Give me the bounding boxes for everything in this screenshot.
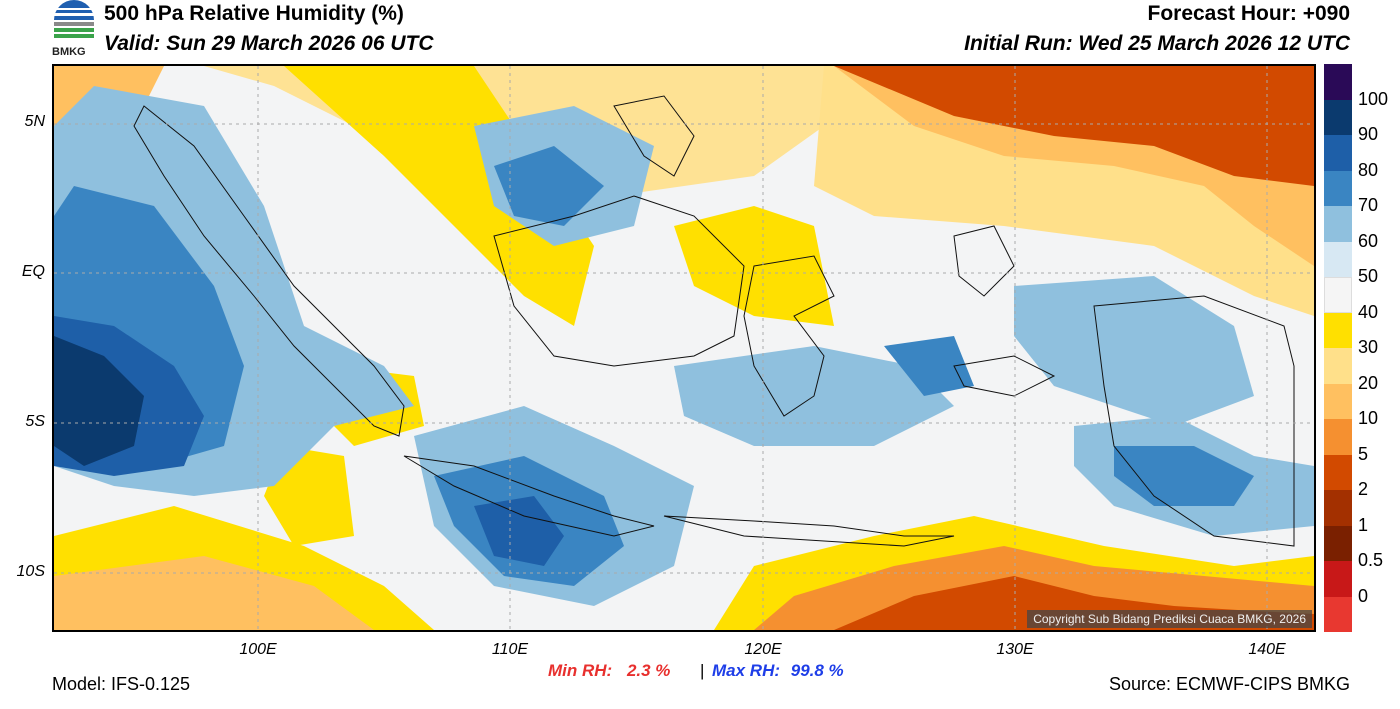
colorbar-swatch [1324, 419, 1352, 455]
bmkg-logo-icon [54, 0, 94, 38]
colorbar-label: 5 [1358, 443, 1369, 464]
colorbar-swatch [1324, 525, 1352, 561]
lon-label-120e: 120E [744, 641, 782, 658]
colorbar-label: 20 [1358, 372, 1379, 393]
humidity-field [54, 66, 1314, 630]
colorbar-label: 2 [1358, 479, 1369, 499]
lat-label-5n: 5N [24, 113, 45, 130]
colorbar-swatch [1324, 135, 1352, 171]
min-rh: Min RH: 2.3 % [548, 661, 670, 681]
colorbar-label: 0 [1358, 585, 1369, 606]
model-label: Model: IFS-0.125 [52, 674, 191, 694]
colorbar-swatch [1324, 312, 1352, 348]
copyright-label: Copyright Sub Bidang Prediksi Cuaca BMKG… [1027, 610, 1312, 628]
colorbar-swatch [1324, 170, 1352, 206]
colorbar-swatch [1324, 99, 1352, 135]
lat-label-eq: EQ [21, 263, 45, 280]
colorbar-swatch [1324, 206, 1352, 242]
colorbar [1324, 64, 1352, 632]
colorbar-swatch [1324, 490, 1352, 526]
colorbar-label: 70 [1358, 195, 1379, 215]
max-rh: Max RH: 99.8 % [712, 661, 844, 681]
colorbar-swatch [1324, 454, 1352, 490]
colorbar-label: 1 [1358, 514, 1369, 535]
colorbar-swatch [1324, 64, 1352, 100]
colorbar-swatch [1324, 383, 1352, 419]
colorbar-label: 60 [1358, 230, 1379, 251]
max-rh-label: Max RH: [712, 661, 781, 680]
valid-time: Valid: Sun 29 March 2026 06 UTC [104, 32, 434, 55]
min-rh-label: Min RH: [548, 661, 613, 680]
colorbar-label: 90 [1358, 124, 1379, 144]
initial-run: Initial Run: Wed 25 March 2026 12 UTC [964, 32, 1350, 55]
bmkg-logo [50, 0, 100, 60]
colorbar-label: 100 [1358, 88, 1389, 109]
colorbar-label: 10 [1358, 408, 1379, 428]
colorbar-swatch [1324, 241, 1352, 277]
colorbar-swatch [1324, 561, 1352, 597]
logo-text: BMKG [52, 46, 86, 58]
colorbar-swatch [1324, 348, 1352, 384]
lat-label-5s: 5S [25, 413, 45, 430]
lon-label-100e: 100E [239, 641, 277, 658]
min-rh-value: 2.3 % [626, 661, 671, 680]
forecast-hour: Forecast Hour: +090 [1147, 2, 1351, 25]
colorbar-label: 40 [1358, 301, 1379, 322]
humidity-map[interactable]: Copyright Sub Bidang Prediksi Cuaca BMKG… [52, 64, 1316, 632]
map-title: 500 hPa Relative Humidity (%) [104, 2, 404, 25]
lon-label-130e: 130E [996, 641, 1034, 658]
colorbar-swatch [1324, 277, 1352, 313]
colorbar-label: 30 [1358, 337, 1379, 357]
colorbar-swatch [1324, 596, 1352, 632]
colorbar-label: 80 [1358, 159, 1379, 180]
max-rh-value: 99.8 % [790, 661, 844, 680]
lon-label-110e: 110E [491, 641, 529, 658]
lat-label-10s: 10S [16, 563, 45, 580]
stats-separator: | [700, 661, 705, 680]
colorbar-label: 50 [1358, 266, 1379, 286]
lon-label-140e: 140E [1248, 641, 1286, 658]
colorbar-label: 0.5 [1358, 550, 1384, 570]
source-label: Source: ECMWF-CIPS BMKG [1108, 674, 1350, 694]
